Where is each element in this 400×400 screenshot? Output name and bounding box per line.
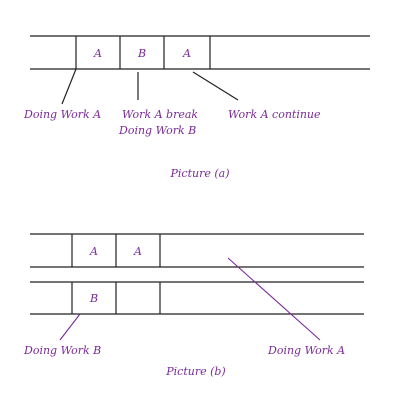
- caption-picture-b: Picture (b): [165, 365, 225, 378]
- label-doing-work-b: Doing Work B: [23, 344, 101, 357]
- cell-b: B: [89, 292, 98, 305]
- label-doing-work-a: Doing Work A: [267, 344, 345, 357]
- picture-a: A B A Doing Work A Work A break Doing Wo…: [23, 35, 370, 180]
- label-doing-work-b: Doing Work B: [118, 124, 196, 137]
- cell-a-2: A: [133, 245, 142, 258]
- pointer-continue: [192, 71, 239, 101]
- cell-a-1: A: [93, 47, 102, 60]
- cell-a-2: A: [182, 47, 191, 60]
- pointer-doing-b: [59, 313, 81, 341]
- pointer-doing-a: [61, 68, 77, 105]
- cell-b: B: [137, 47, 146, 60]
- pointer-doing-a: [227, 257, 321, 341]
- label-work-a-break: Work A break: [122, 108, 198, 121]
- cell-a-1: A: [89, 245, 98, 258]
- label-doing-work-a: Doing Work A: [23, 108, 101, 121]
- caption-picture-a: Picture (a): [170, 167, 230, 180]
- picture-b: A A B Doing Work B Doing Work A Picture …: [23, 233, 364, 378]
- label-work-a-continue: Work A continue: [228, 108, 321, 121]
